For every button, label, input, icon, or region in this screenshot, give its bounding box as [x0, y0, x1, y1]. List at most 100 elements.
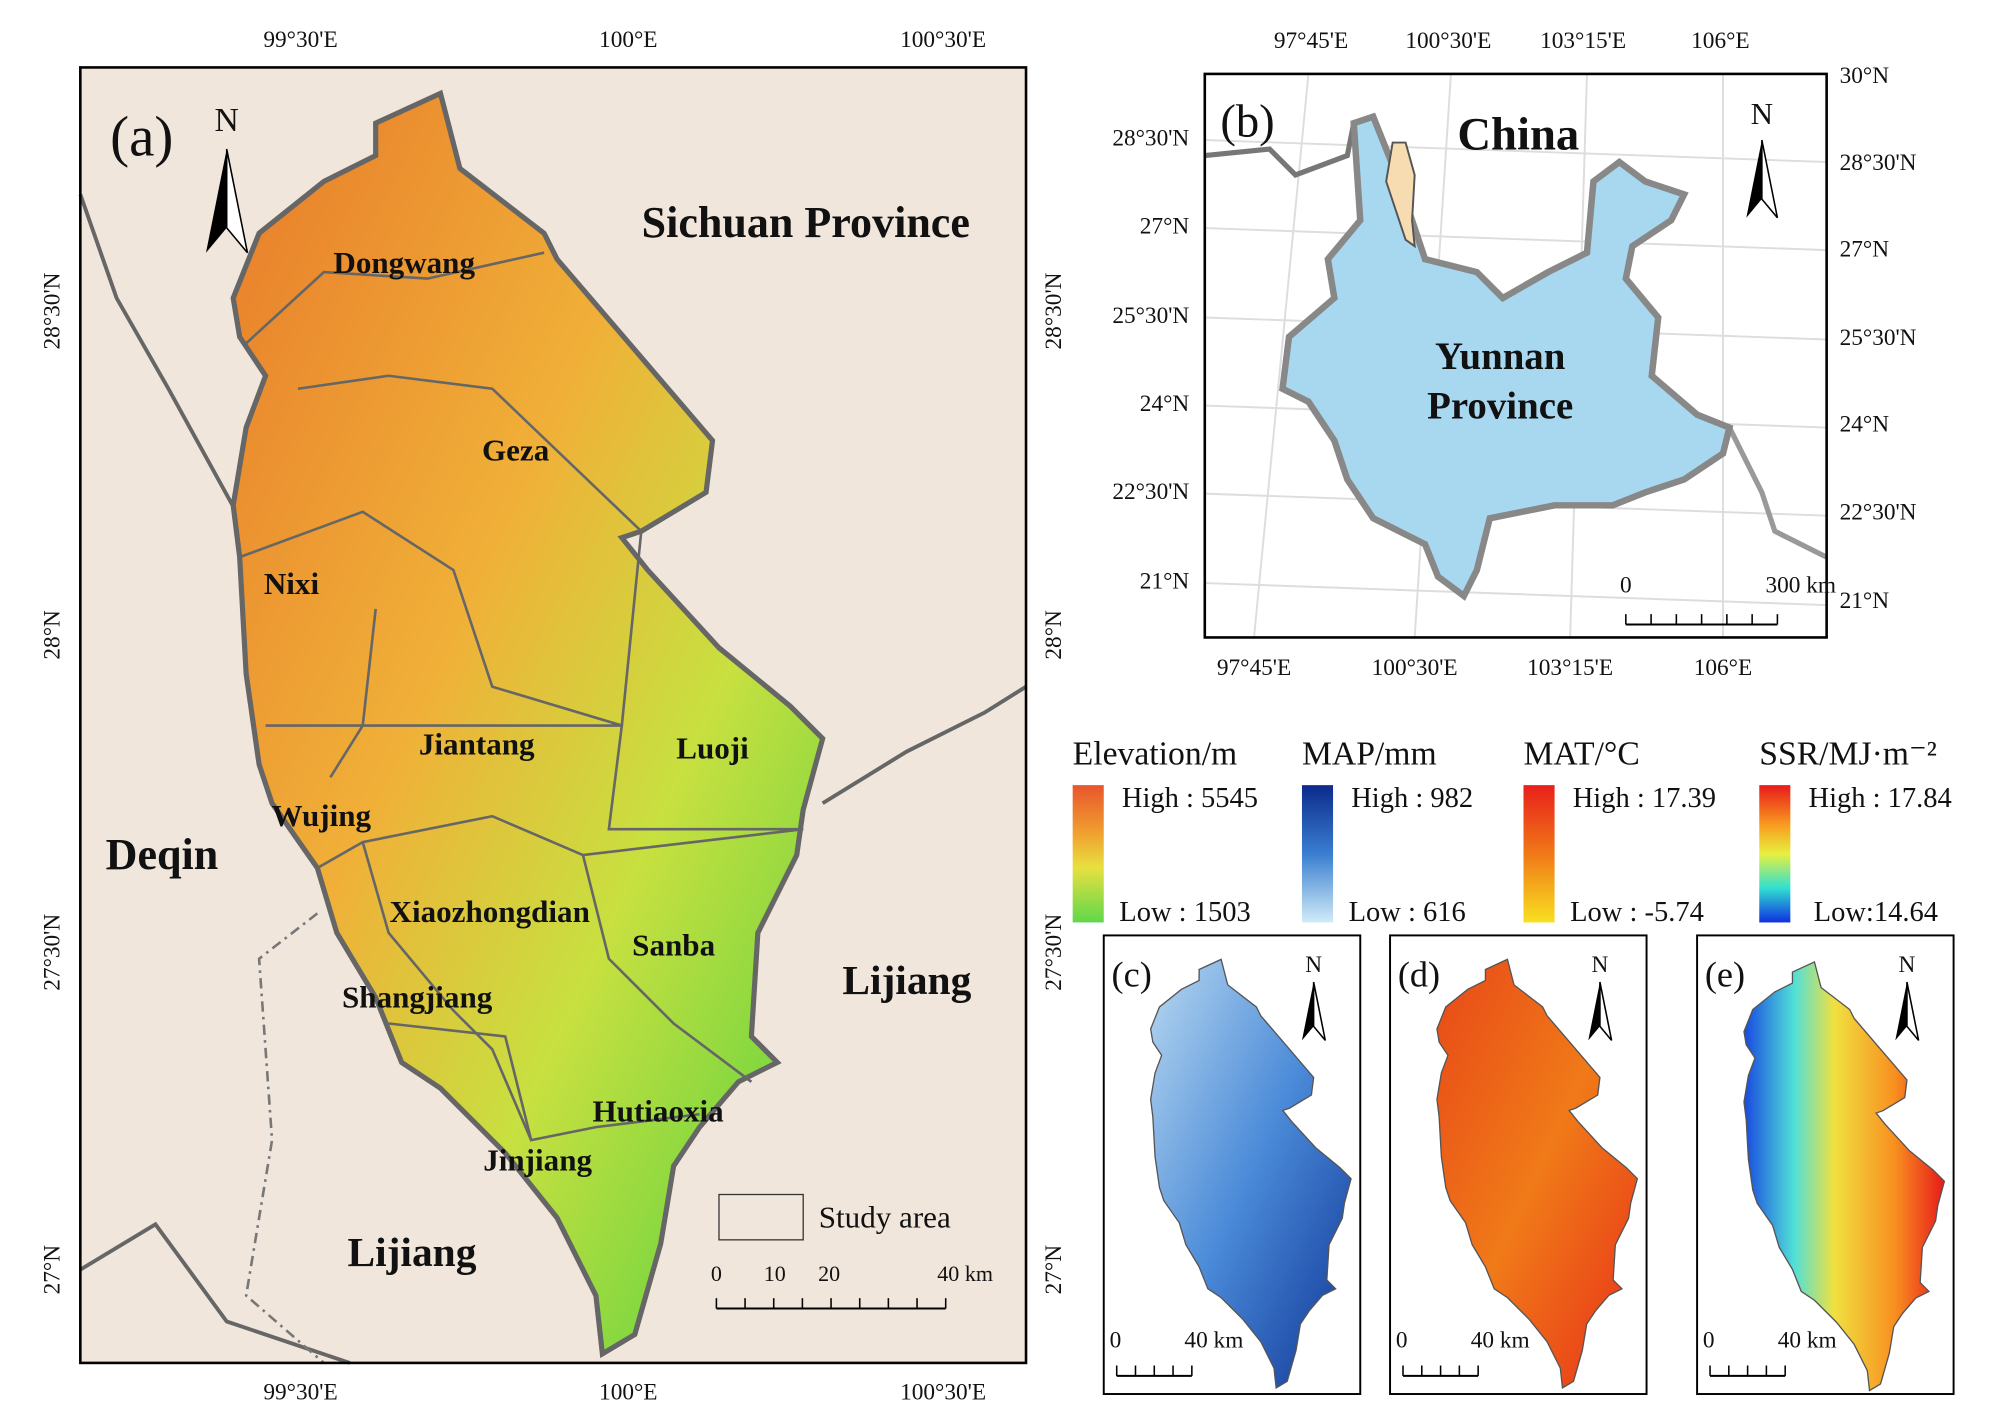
north-arrow: [1906, 981, 1920, 1041]
scale-label: 20: [818, 1261, 840, 1286]
lat-label: 27°N: [1140, 213, 1190, 239]
graticule: [1204, 582, 1827, 607]
panel-label: (a): [110, 106, 173, 169]
township-boundary: [297, 374, 643, 533]
north-arrow: [1599, 981, 1613, 1041]
north-label: N: [1751, 96, 1773, 131]
scale-label: 0: [1110, 1328, 1122, 1354]
scale-label: 0: [1620, 572, 1632, 598]
lat-label: 21°N: [1840, 588, 1890, 614]
north-label: N: [1592, 952, 1609, 978]
scale-label: 10: [764, 1261, 786, 1286]
study-area: [230, 89, 826, 1359]
township-label: Shangjiang: [342, 979, 493, 1014]
legend-high: High : 17.39: [1573, 783, 1716, 814]
north-label: N: [215, 102, 239, 139]
legend-swatch: [718, 1193, 804, 1241]
township-boundary: [581, 854, 753, 1083]
north-arrow: [1301, 982, 1314, 1041]
lon-label: 103°15'E: [1527, 655, 1613, 681]
legend-high: High : 17.84: [1808, 783, 1951, 814]
scale-label: 40 km: [1471, 1328, 1530, 1354]
lat-label: 22°30'N: [1840, 500, 1917, 526]
lat-label: 22°30'N: [1112, 479, 1189, 505]
study-area: [1743, 961, 1946, 1392]
township-label: Nixi: [264, 566, 320, 601]
color-ramp: [1301, 785, 1334, 923]
graticule: [1204, 227, 1827, 252]
legend-low: Low : -5.74: [1570, 897, 1704, 928]
legend-label: Study area: [819, 1200, 951, 1235]
township-label: Jiantang: [419, 727, 535, 762]
scale-label: 0: [1703, 1328, 1715, 1354]
township-label: Dongwang: [333, 245, 475, 280]
county-boundary: [78, 193, 242, 520]
north-arrow: [1312, 981, 1327, 1041]
frame: [1203, 72, 1828, 639]
country-boundary: [1727, 426, 1828, 560]
lat-label: 27°N: [1041, 1245, 1067, 1295]
study-area: [1436, 958, 1639, 1390]
legend-title: MAP/mm: [1302, 735, 1437, 772]
scale-label: 40 km: [1184, 1328, 1243, 1354]
lon-label: 103°15'E: [1540, 28, 1626, 54]
color-ramp: [1072, 785, 1104, 923]
county-boundary: [821, 685, 1028, 805]
scale-label: 40 km: [1778, 1328, 1837, 1354]
township-boundary: [329, 608, 377, 779]
lon-label: 100°30'E: [1372, 655, 1458, 681]
lat-label: 27°N: [1840, 237, 1890, 263]
county-boundary: [79, 1221, 351, 1365]
legend-low: Low : 616: [1349, 897, 1466, 928]
lon-label: 100°30'E: [1405, 28, 1491, 54]
legend-high: High : 982: [1351, 783, 1473, 814]
color-ramp: [1523, 785, 1555, 923]
county-boundary: [244, 912, 325, 1364]
graticule: [1253, 73, 1310, 638]
study-area-inset: [1385, 141, 1416, 249]
north-label: N: [1899, 952, 1916, 978]
township-label: Wujing: [271, 798, 371, 833]
region-label: Lijiang: [842, 957, 971, 1003]
study-area-map: [1149, 958, 1352, 1390]
lat-label: 25°30'N: [1840, 325, 1917, 351]
township-boundary: [316, 814, 804, 870]
township-label: Hutiaoxia: [592, 1093, 724, 1128]
panel-label: (d): [1398, 954, 1440, 994]
lat-label: 24°N: [1140, 391, 1190, 417]
north-label: N: [1305, 952, 1322, 978]
north-arrow: [1746, 139, 1762, 218]
scale-label: 0: [1396, 1328, 1408, 1354]
legend-low: Low:14.64: [1814, 897, 1938, 928]
panel-label: (e): [1705, 954, 1745, 994]
township-boundary: [239, 510, 643, 728]
color-ramp: [1759, 785, 1791, 923]
lat-label: 24°N: [1840, 412, 1890, 438]
township-label: Luoji: [676, 731, 749, 766]
north-arrow: [1895, 982, 1907, 1041]
township-label: Geza: [482, 433, 550, 468]
lat-label: 27°N: [40, 1245, 66, 1295]
lat-label: 28°30'N: [40, 272, 66, 349]
township-boundary: [245, 251, 545, 345]
study-area-map: [1743, 961, 1946, 1392]
lat-label: 30°N: [1840, 63, 1890, 89]
region-label: Lijiang: [347, 1229, 476, 1275]
lon-label: 106°E: [1691, 28, 1750, 54]
legend-high: High : 5545: [1122, 783, 1258, 814]
study-area-map: [1436, 958, 1639, 1390]
lat-label: 28°30'N: [1112, 125, 1189, 151]
legend-title: MAT/°C: [1523, 735, 1639, 772]
lat-label: 27°30'N: [1041, 914, 1067, 991]
lat-label: 27°30'N: [40, 914, 66, 991]
township-boundary: [388, 1022, 700, 1142]
scale-label: 300 km: [1765, 572, 1836, 598]
north-arrow: [225, 148, 249, 254]
frame: [79, 66, 1028, 1365]
north-arrow: [1761, 139, 1779, 219]
graticule: [1204, 139, 1827, 163]
lat-label: 25°30'N: [1112, 303, 1189, 329]
country-label: China: [1457, 108, 1579, 160]
lat-label: 28°30'N: [1041, 272, 1067, 349]
